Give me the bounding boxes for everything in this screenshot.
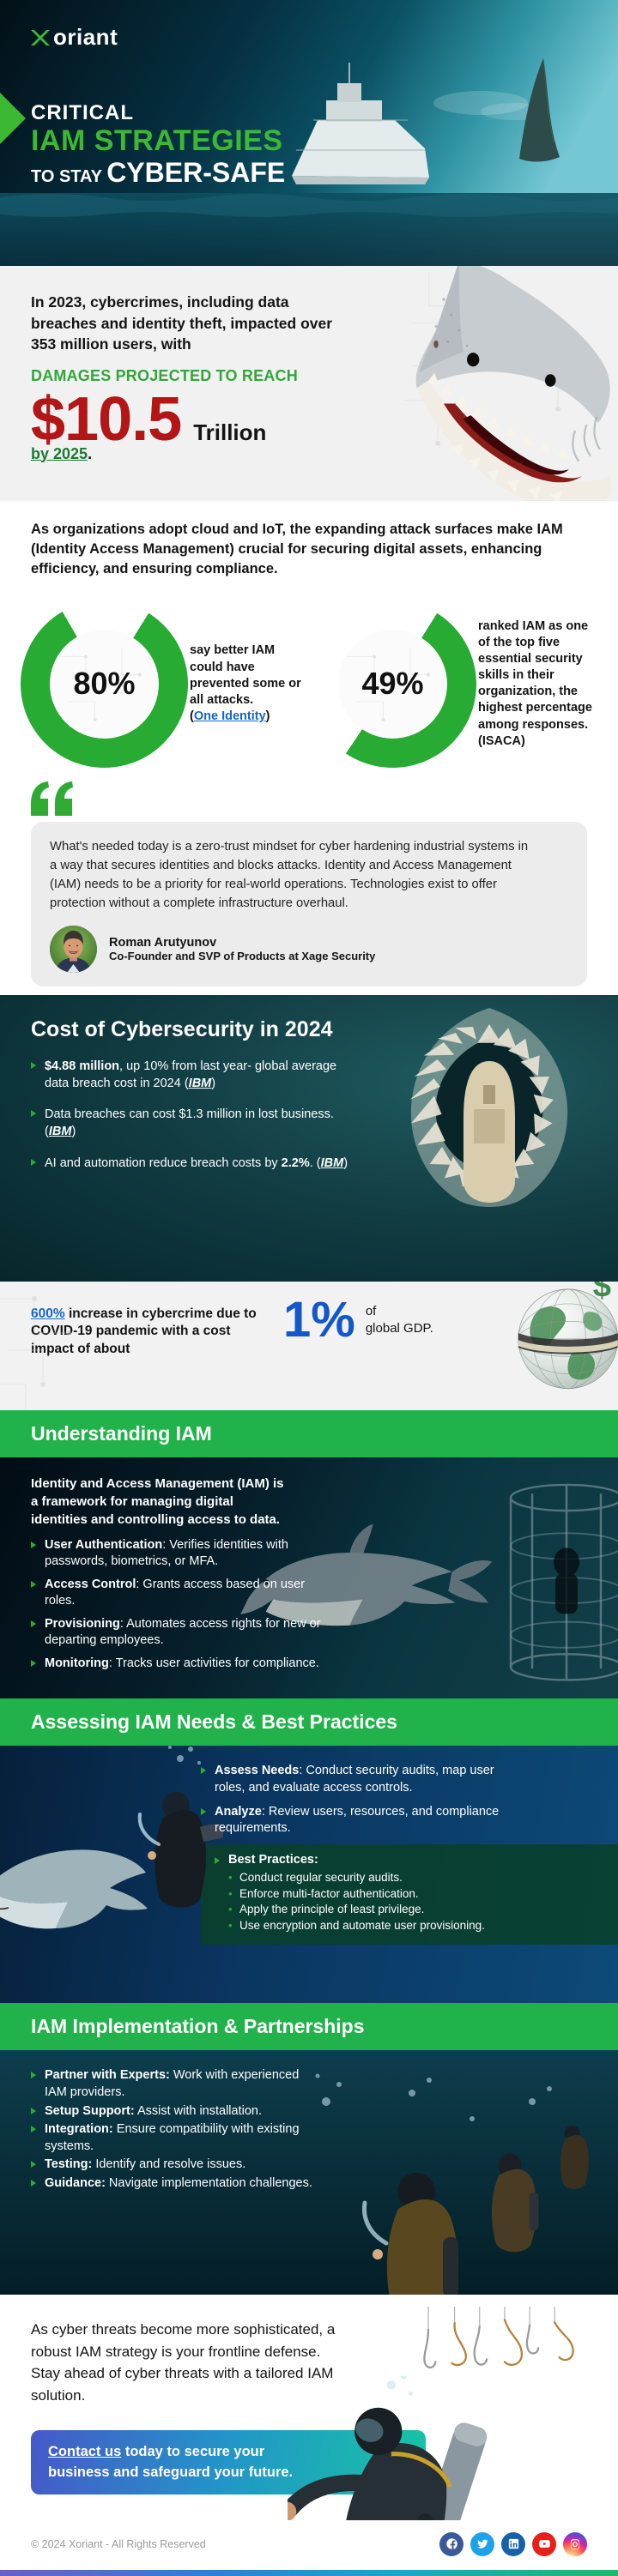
svg-text:$: $ bbox=[593, 1282, 611, 1305]
